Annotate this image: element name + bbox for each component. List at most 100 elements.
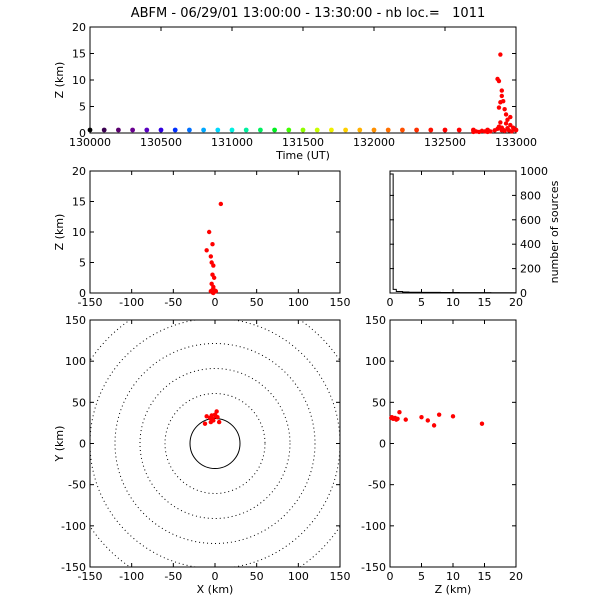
time-color-marker: [357, 127, 363, 133]
zy-projection-panel: 0 5 10 15 20 -150 -100 -50 0 50 100 150 Z (km): [361, 314, 523, 596]
time-color-marker: [385, 127, 391, 133]
xz-projection-source-point: [218, 201, 224, 207]
time-height-frame: [89, 26, 517, 134]
zy-projection-frame: [389, 319, 517, 568]
time-color-marker: [258, 127, 263, 133]
plan-view-source-point: [204, 414, 209, 419]
time-height-y-axis-label: Z (km): [53, 62, 66, 99]
zy-projection-xtick-label: 20: [509, 570, 523, 583]
height-histogram-xtick-label: 10: [446, 296, 460, 309]
plan-view-xtick-label: -100: [119, 570, 144, 583]
zy-projection-source-point: [397, 410, 402, 415]
range-ring: [90, 320, 340, 567]
xz-projection-source-point: [204, 248, 209, 253]
time-color-marker: [400, 127, 405, 133]
xz-projection-panel: -150 -100 -50 0 50 100 150 0 5 10 15 20 Z (km): [53, 165, 351, 309]
xz-projection-ytick-label: 10: [72, 226, 86, 239]
zy-projection-xtick-label: 0: [387, 570, 394, 583]
time-color-marker: [187, 127, 192, 133]
zy-projection-source-point: [389, 414, 395, 420]
xz-projection-ytick-label: 20: [72, 165, 86, 178]
plan-view-x-axis-label: X (km): [197, 583, 234, 596]
plan-view-source-point: [213, 414, 219, 419]
time-color-marker: [343, 127, 348, 133]
plan-view-frame: [89, 319, 341, 568]
time-color-marker: [300, 127, 306, 133]
range-ring: [90, 320, 340, 567]
time-color-marker: [456, 127, 462, 133]
zy-projection-source-point: [431, 423, 437, 428]
zy-projection-ytick-label: -100: [361, 520, 386, 533]
time-height-source-point: [512, 127, 517, 132]
time-color-marker: [286, 127, 292, 133]
time-height-source-point: [499, 93, 504, 99]
xz-projection-frame: [89, 170, 341, 294]
plan-view-xtick-label: 0: [212, 570, 219, 583]
time-height-source-point: [508, 122, 513, 128]
time-height-xtick-label: 132000: [353, 136, 395, 149]
height-histogram-xtick-label: 15: [478, 296, 492, 309]
time-height-source-point: [496, 105, 502, 110]
zy-projection-source-point: [450, 414, 456, 419]
xz-projection-ytick-label: 15: [72, 196, 86, 209]
range-ring: [164, 393, 266, 494]
time-color-marker: [144, 127, 150, 133]
zy-projection-xtick-label: 15: [478, 570, 492, 583]
time-color-marker: [428, 127, 434, 133]
time-height-source-point: [503, 112, 509, 117]
time-color-marker: [272, 127, 277, 133]
zy-projection-ytick-label: 0: [379, 438, 386, 451]
plan-view-ytick-label: 0: [79, 438, 86, 451]
time-height-source-point: [498, 52, 503, 57]
zy-projection-source-point: [425, 418, 430, 423]
plan-view-ytick-label: 50: [72, 396, 86, 409]
height-histogram-ytick-label: 0: [520, 287, 527, 300]
height-histogram-ytick-label: 1000: [520, 165, 548, 178]
time-color-marker: [116, 127, 121, 133]
time-color-marker: [101, 127, 107, 133]
time-color-marker: [215, 127, 221, 133]
xz-projection-xtick-label: 100: [288, 296, 309, 309]
zy-projection-xtick-label: 5: [418, 570, 425, 583]
xz-projection-xtick-label: 150: [330, 296, 351, 309]
height-histogram-y-axis-label: number of sources: [548, 180, 561, 283]
plan-view-xtick-label: 150: [330, 570, 351, 583]
time-height-xtick-label: 131500: [282, 136, 324, 149]
time-color-marker: [371, 127, 377, 133]
zy-projection-x-axis-label: Z (km): [435, 583, 472, 596]
plan-view-ytick-label: -50: [68, 479, 86, 492]
zy-projection-source-point: [479, 421, 485, 426]
time-height-source-point: [508, 114, 513, 120]
plan-view-xtick-label: -50: [164, 570, 182, 583]
time-height-source-point: [488, 129, 493, 134]
zy-projection-xtick-label: 10: [446, 570, 460, 583]
time-height-ytick-label: 20: [72, 21, 86, 34]
time-height-source-point: [502, 106, 507, 112]
time-height-xtick-label: 131000: [211, 136, 253, 149]
plan-view-panel: -150 -100 -50 0 50 100 150 -150 -100 -50 0 50 100 150…: [53, 314, 351, 596]
time-color-marker: [87, 127, 93, 133]
height-histogram-ytick-label: 600: [520, 214, 541, 227]
xz-projection-source-point: [211, 263, 216, 268]
zy-projection-source-point: [395, 416, 400, 421]
plan-view-y-axis-label: Y (km): [53, 426, 66, 463]
plan-view-source-point: [216, 419, 222, 425]
time-height-source-point: [498, 120, 503, 125]
range-rings: [90, 320, 340, 567]
time-color-marker: [172, 127, 178, 133]
height-histogram-ytick-label: 400: [520, 238, 541, 251]
plan-view-ytick-label: 150: [65, 314, 86, 327]
time-color-marker: [130, 127, 136, 133]
time-height-xtick-label: 133000: [495, 136, 537, 149]
time-height-source-point: [502, 128, 507, 134]
zy-projection-source-point: [403, 417, 408, 422]
height-histogram-line: [389, 173, 516, 294]
time-height-xtick-label: 130000: [69, 136, 111, 149]
plan-view-source-point: [208, 419, 214, 425]
plan-view-source-point: [214, 409, 219, 414]
height-histogram-xtick-label: 20: [509, 296, 523, 309]
time-height-ytick-label: 15: [72, 48, 86, 61]
